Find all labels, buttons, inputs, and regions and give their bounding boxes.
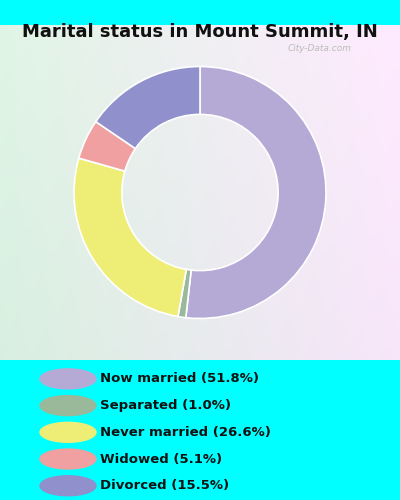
Circle shape [40, 369, 96, 389]
Wedge shape [79, 122, 135, 171]
Text: Separated (1.0%): Separated (1.0%) [100, 399, 231, 412]
Text: Never married (26.6%): Never married (26.6%) [100, 426, 271, 439]
Text: Widowed (5.1%): Widowed (5.1%) [100, 452, 222, 466]
Text: City-Data.com: City-Data.com [287, 44, 351, 54]
Wedge shape [178, 270, 191, 318]
Wedge shape [96, 66, 200, 148]
Wedge shape [74, 158, 186, 316]
Text: Divorced (15.5%): Divorced (15.5%) [100, 479, 229, 492]
Text: Now married (51.8%): Now married (51.8%) [100, 372, 259, 386]
Circle shape [40, 449, 96, 469]
Wedge shape [186, 66, 326, 318]
Circle shape [40, 476, 96, 496]
Circle shape [40, 422, 96, 442]
Text: Marital status in Mount Summit, IN: Marital status in Mount Summit, IN [22, 22, 378, 40]
Circle shape [40, 396, 96, 415]
